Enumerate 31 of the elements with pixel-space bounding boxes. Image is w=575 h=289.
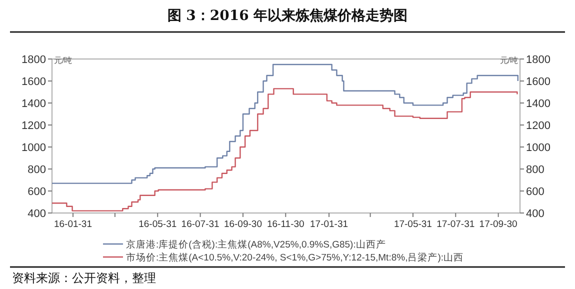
legend-item: 京唐港:库提价(含税):主焦煤(A8%,V25%,0.9%S,G85):山西产 (126, 240, 386, 250)
ytick: 800 (28, 164, 46, 176)
y2label: 元/吨 (500, 56, 518, 65)
ytick: 1600 (22, 76, 46, 88)
y2tick: 1200 (526, 120, 550, 132)
y2tick: 600 (526, 186, 544, 198)
xtick: 16-05-31 (138, 219, 177, 230)
ytick: 1000 (22, 142, 46, 154)
y2tick: 1800 (526, 54, 550, 66)
xtick: 16-01-31 (54, 219, 92, 230)
annotation: 资料来源：公开资料，整理 (12, 271, 156, 285)
xtick: 17-07-31 (436, 219, 475, 230)
xtick: 16-07-31 (181, 219, 220, 230)
xtick: 17-05-31 (394, 219, 432, 230)
y2tick: 400 (526, 208, 544, 220)
y2tick: 1400 (526, 98, 550, 110)
ytick: 1400 (22, 98, 46, 110)
y2tick: 800 (526, 164, 544, 176)
legend-item: 市场价:主焦煤(A<10.5%,V:20-24%, S<1%,G>75%,Y:12-15,Mt:8%,吕梁产):山西 (126, 252, 464, 264)
ytick: 400 (28, 208, 46, 220)
ytick: 1200 (22, 120, 46, 132)
ylabel: 元/吨 (54, 56, 72, 65)
y2tick: 1600 (526, 76, 550, 88)
ytick: 600 (28, 186, 46, 198)
xtick: 16-11-30 (266, 219, 304, 230)
xtick: 16-09-30 (224, 219, 262, 230)
y2tick: 1000 (526, 142, 550, 154)
title: 图 3：2016 年以来炼焦煤价格走势图 (167, 8, 408, 24)
ytick: 1800 (22, 54, 46, 66)
xtick: 17-01-31 (310, 219, 348, 230)
xtick: 17-09-30 (479, 219, 518, 230)
